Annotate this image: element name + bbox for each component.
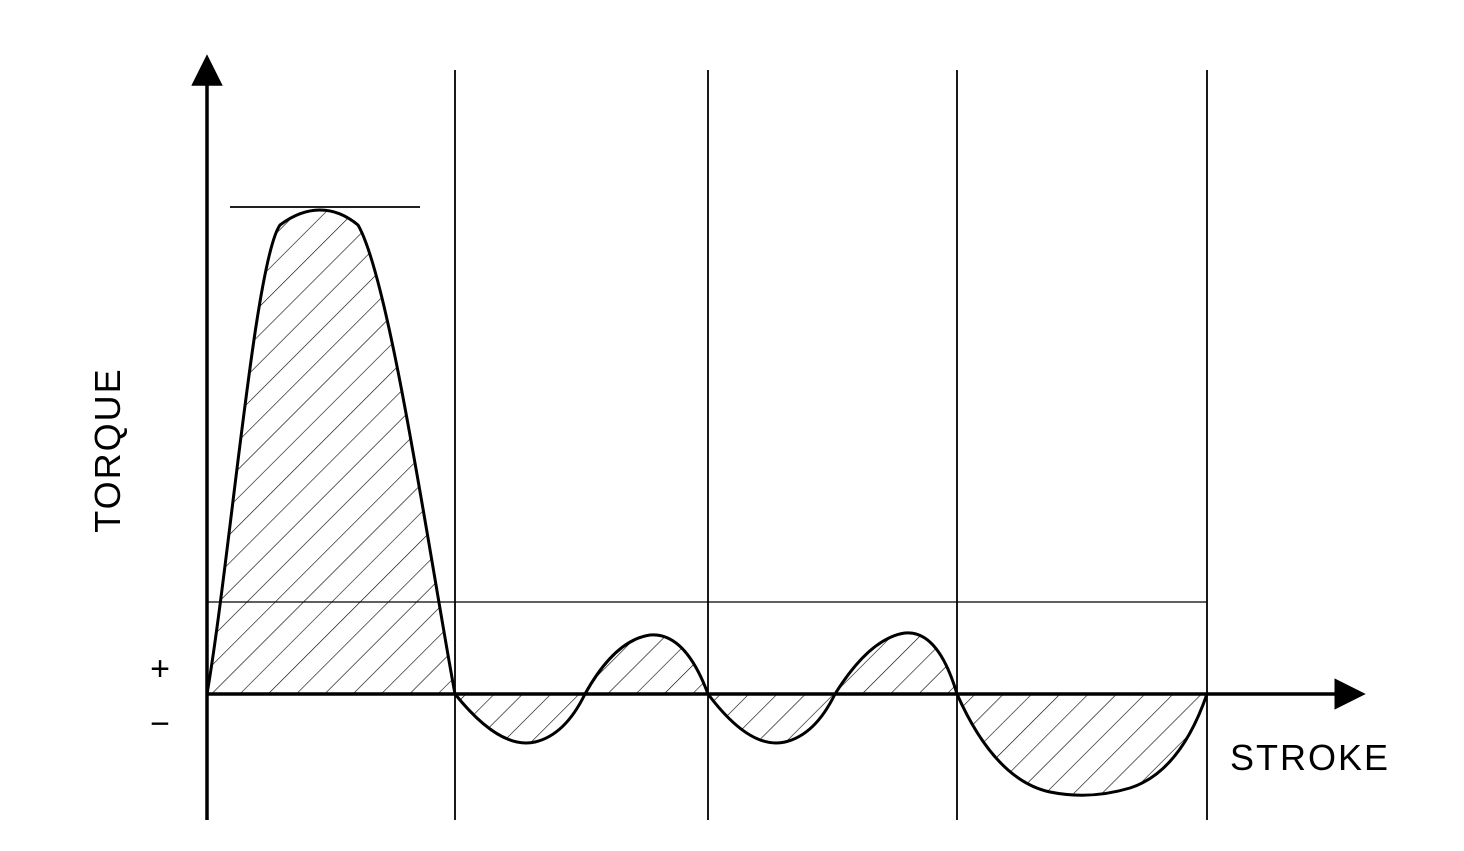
x-axis-label: STROKE — [1230, 737, 1390, 778]
torque-stroke-diagram: TORQUE STROKE + − — [0, 0, 1464, 851]
y-axis-label: TORQUE — [87, 367, 128, 532]
power-stroke-lobe — [207, 210, 455, 694]
minus-label: − — [150, 705, 170, 743]
wave-1 — [455, 635, 708, 743]
wave-2 — [708, 633, 957, 743]
plus-label: + — [150, 650, 170, 688]
negative-dip — [957, 694, 1207, 795]
